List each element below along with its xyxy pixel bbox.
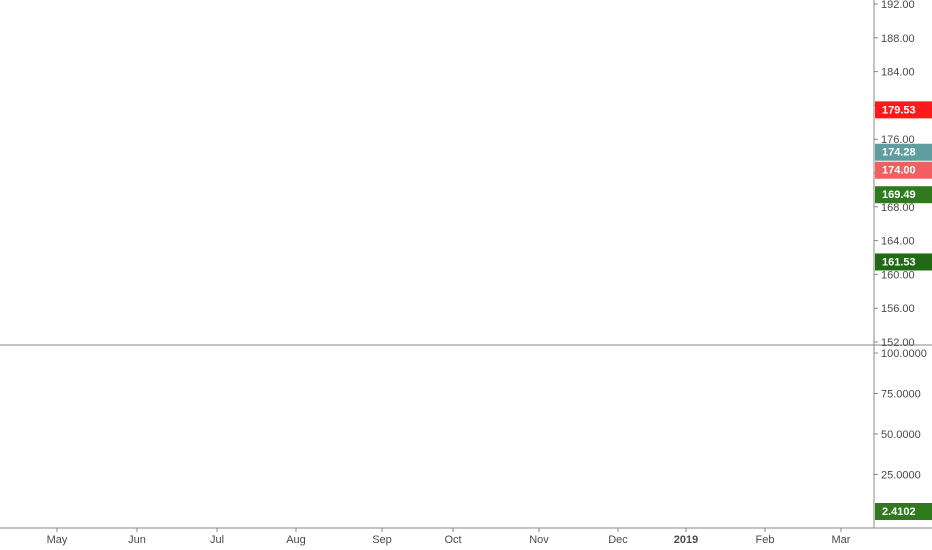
resistance-price-tag: 179.53	[882, 104, 916, 116]
resistance-price-tag-bg	[875, 101, 932, 119]
time-tick-label: Sep	[372, 534, 392, 546]
stoch-tick-label: 50.0000	[881, 429, 921, 441]
price-tick-label: 184.00	[881, 67, 915, 79]
time-tick-label: Dec	[608, 534, 628, 546]
price-tick-label: 188.00	[881, 33, 915, 45]
support1-price-tag: 169.49	[882, 189, 916, 201]
current-price-tag-bg	[875, 143, 932, 161]
time-tick-label: Jun	[128, 534, 146, 546]
price-tick-label: 164.00	[881, 236, 915, 248]
time-tick-label: Aug	[286, 534, 306, 546]
time-tick-label: Feb	[756, 534, 775, 546]
price-tick-label: 168.00	[881, 202, 915, 214]
price-tick-label: 160.00	[881, 269, 915, 281]
stoch-tick-label: 25.0000	[881, 469, 921, 481]
stoch-value-tag-bg	[875, 502, 932, 520]
price-tick-label: 176.00	[881, 134, 915, 146]
time-tick-label: Oct	[444, 534, 461, 546]
price-tick-label: 156.00	[881, 303, 915, 315]
price-tick-label: 152.00	[881, 337, 915, 349]
stoch-tick-label: 75.0000	[881, 388, 921, 400]
price-tag-2: 174.00	[882, 165, 916, 177]
time-tick-label: Jul	[210, 534, 224, 546]
support1-price-tag-bg	[875, 186, 932, 204]
support2-price-tag-bg	[875, 253, 932, 271]
stoch-tick-label: 100.0000	[881, 348, 927, 360]
support2-price-tag: 161.53	[882, 256, 916, 268]
time-tick-label: May	[47, 534, 68, 546]
current-price-tag: 174.28	[882, 147, 916, 159]
time-tick-label: Nov	[529, 534, 549, 546]
time-tick-label: 2019	[674, 534, 698, 546]
price-tag-2-bg	[875, 161, 932, 179]
price-tick-label: 192.00	[881, 0, 915, 11]
time-tick-label: Mar	[832, 534, 851, 546]
stoch-value-tag: 2.4102	[882, 506, 916, 518]
